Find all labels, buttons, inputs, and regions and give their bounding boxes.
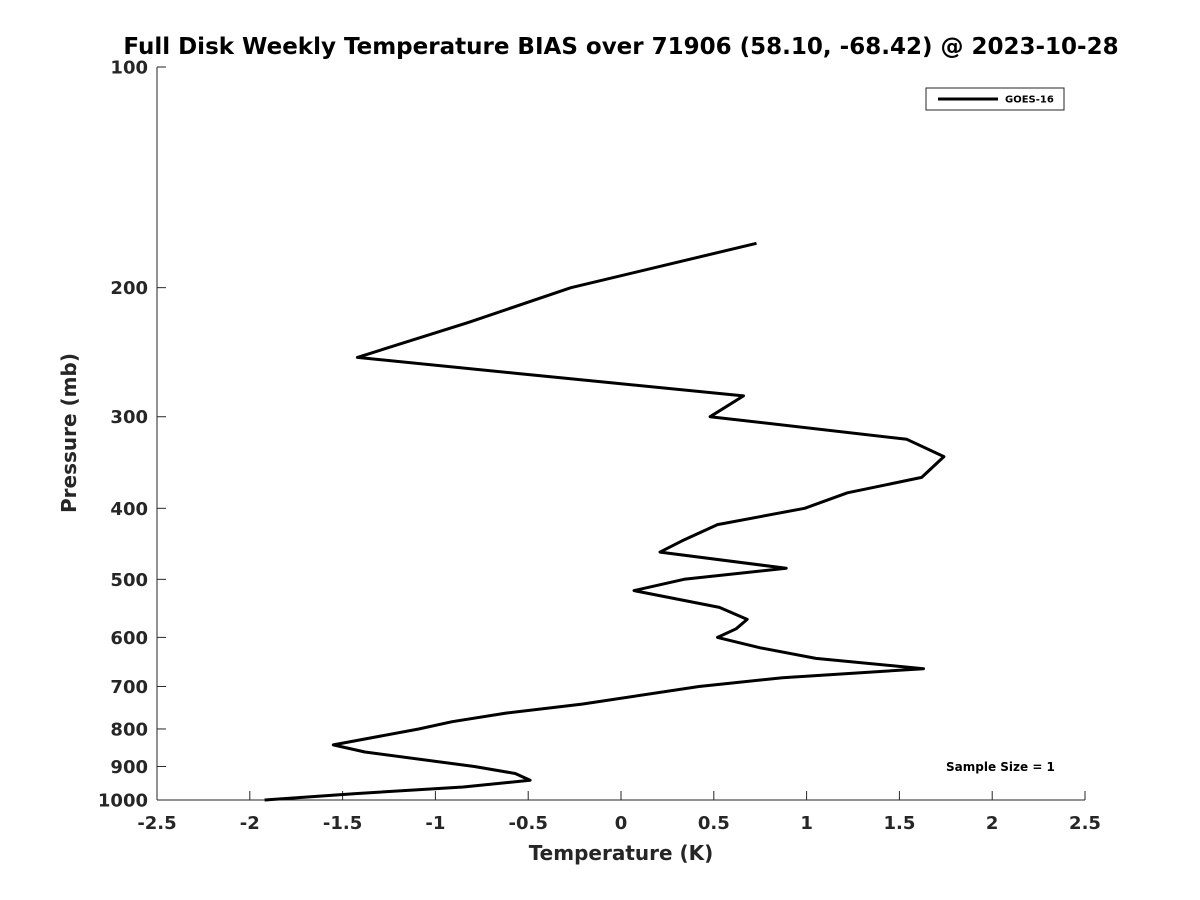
legend-label-goes-16: GOES-16 (1005, 95, 1054, 106)
x-tick-label: 1 (800, 813, 813, 834)
x-tick-label: 2 (986, 813, 999, 834)
y-axis-label: Pressure (mb) (57, 353, 81, 513)
legend: GOES-16 (925, 87, 1065, 111)
x-tick-label: -2.5 (137, 813, 176, 834)
y-tick-label: 800 (110, 719, 148, 740)
x-tick-label: 2.5 (1069, 813, 1101, 834)
x-tick-label: 0.5 (698, 813, 730, 834)
y-tick-label: 500 (110, 570, 148, 591)
y-tick-label: 1000 (98, 791, 148, 812)
x-ticks: -2.5 -2 -1.5 -1 -0.5 0 0.5 1 1.5 2 2.5 (137, 791, 1101, 834)
y-tick-label: 200 (110, 278, 148, 299)
sample-size-annotation: Sample Size = 1 (946, 760, 1055, 774)
x-tick-label: 1.5 (883, 813, 915, 834)
x-tick-label: -0.5 (509, 813, 548, 834)
y-ticks: 100 200 300 400 500 600 700 800 900 1000 (98, 58, 166, 812)
x-tick-label: 0 (615, 813, 628, 834)
series-line-goes-16 (264, 241, 946, 802)
chart-title: Full Disk Weekly Temperature BIAS over 7… (123, 34, 1118, 60)
series-layer (264, 241, 946, 802)
x-tick-label: -2 (240, 813, 260, 834)
y-tick-label: 600 (110, 628, 148, 649)
y-tick-label: 400 (110, 499, 148, 520)
y-tick-label: 700 (110, 677, 148, 698)
plot-area: -2.5 -2 -1.5 -1 -0.5 0 0.5 1 1.5 2 2.5 100 200 300 40… (98, 58, 1101, 835)
y-tick-label: 900 (110, 757, 148, 778)
y-tick-label: 100 (110, 58, 148, 79)
x-tick-label: -1.5 (323, 813, 362, 834)
x-axis-label: Temperature (K) (529, 841, 714, 865)
x-tick-label: -1 (425, 813, 445, 834)
axes-background (157, 67, 1085, 800)
y-tick-label: 300 (110, 407, 148, 428)
